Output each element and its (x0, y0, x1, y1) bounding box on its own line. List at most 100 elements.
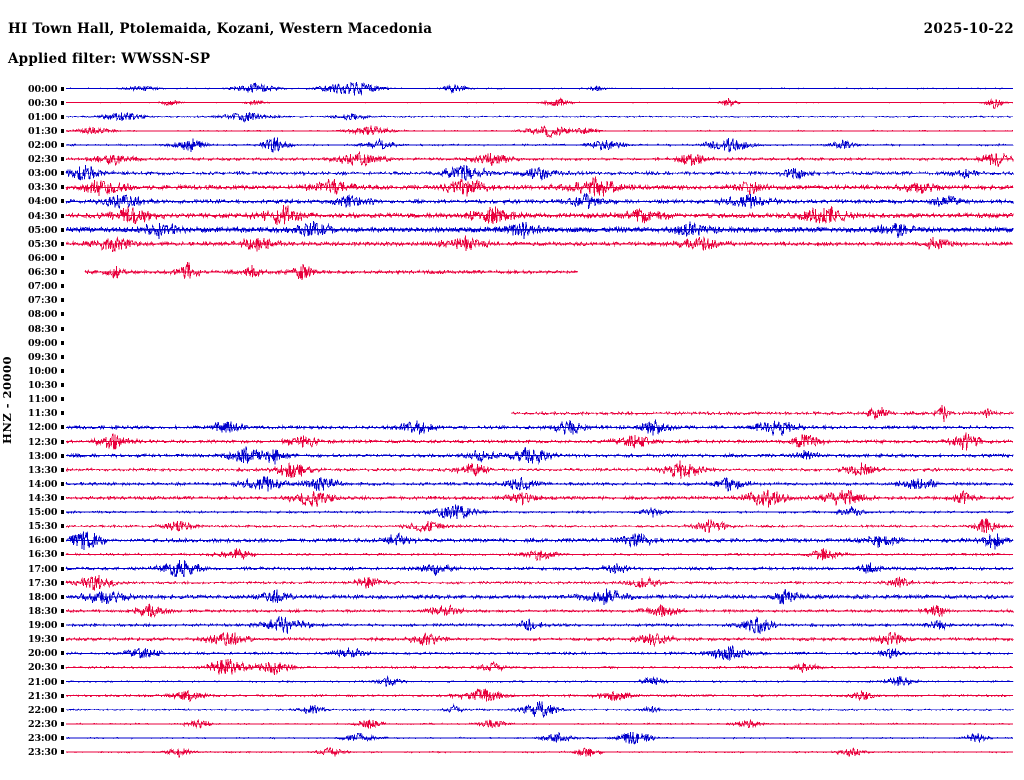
seismic-trace (65, 165, 1014, 181)
record-date: 2025-10-22 (923, 21, 1014, 37)
time-label-0700: 07:00 (28, 281, 58, 293)
axis-tick (61, 185, 64, 190)
axis-tick (61, 750, 64, 755)
axis-tick (61, 128, 64, 133)
axis-tick (61, 439, 64, 444)
time-label-2330: 23:30 (28, 747, 58, 759)
axis-tick (61, 171, 64, 176)
axis-tick (61, 157, 64, 162)
axis-tick (61, 411, 64, 416)
time-label-1100: 11:00 (28, 394, 58, 406)
axis-tick (61, 707, 64, 712)
time-label-0830: 08:30 (28, 323, 58, 335)
time-label-0330: 03:30 (28, 182, 58, 194)
axis-tick (61, 86, 64, 91)
time-label-0030: 00:30 (28, 97, 58, 109)
axis-tick (61, 524, 64, 529)
time-label-1000: 10:00 (28, 365, 58, 377)
seismic-trace (65, 151, 1014, 167)
seismic-trace (84, 261, 578, 281)
seismic-trace (65, 603, 1014, 618)
time-label-0300: 03:00 (28, 168, 58, 180)
axis-tick (61, 637, 64, 642)
seismic-trace (66, 688, 1014, 703)
time-label-0600: 06:00 (28, 252, 58, 264)
axis-tick (61, 495, 64, 500)
axis-tick (61, 142, 64, 147)
time-label-0430: 04:30 (28, 210, 58, 222)
axis-tick (61, 608, 64, 613)
time-label-2030: 20:30 (28, 662, 58, 674)
time-label-2000: 20:00 (28, 648, 58, 660)
trace-canvas (65, 81, 1014, 758)
axis-tick (61, 721, 64, 726)
axis-tick (61, 312, 64, 317)
axis-tick (61, 467, 64, 472)
seismic-trace (66, 96, 1014, 109)
axis-tick (61, 453, 64, 458)
axis-tick (61, 580, 64, 585)
time-label-1800: 18:00 (28, 591, 58, 603)
time-label-0630: 06:30 (28, 267, 58, 279)
axis-tick (61, 298, 64, 303)
time-label-0800: 08:00 (28, 309, 58, 321)
axis-tick (61, 326, 64, 331)
axis-tick (61, 651, 64, 656)
time-label-1430: 14:30 (28, 492, 58, 504)
seismic-trace (66, 418, 1014, 437)
time-label-1530: 15:30 (28, 521, 58, 533)
time-label-1300: 13:00 (28, 450, 58, 462)
axis-tick (61, 284, 64, 289)
time-label-1400: 14:00 (28, 478, 58, 490)
axis-tick (61, 270, 64, 275)
time-label-1130: 11:30 (28, 408, 58, 420)
time-label-0530: 05:30 (28, 238, 58, 250)
time-label-1230: 12:30 (28, 436, 58, 448)
seismic-trace (65, 658, 1013, 675)
axis-tick (61, 679, 64, 684)
axis-tick (61, 199, 64, 204)
axis-tick (61, 368, 64, 373)
axis-tick (61, 538, 64, 543)
time-label-1630: 16:30 (28, 549, 58, 561)
axis-tick (61, 510, 64, 515)
time-label-1600: 16:00 (28, 535, 58, 547)
axis-tick (61, 241, 64, 246)
axis-tick (61, 397, 64, 402)
time-label-1200: 12:00 (28, 422, 58, 434)
time-label-2200: 22:00 (28, 704, 58, 716)
axis-tick (61, 623, 64, 628)
time-label-0000: 00:00 (28, 83, 58, 95)
time-label-2130: 21:30 (28, 690, 58, 702)
axis-tick (61, 566, 64, 571)
time-label-1500: 15:00 (28, 507, 58, 519)
page-title: HI Town Hall, Ptolemaida, Kozani, Wester… (8, 21, 433, 37)
axis-tick (61, 255, 64, 260)
applied-filter-label: Applied filter: WWSSN-SP (8, 51, 211, 67)
axis-tick (61, 340, 64, 345)
axis-tick (61, 736, 64, 741)
time-label-2230: 22:30 (28, 718, 58, 730)
time-label-0730: 07:30 (28, 295, 58, 307)
time-label-1330: 13:30 (28, 464, 58, 476)
seismic-trace (65, 631, 1014, 648)
axis-tick (61, 481, 64, 486)
axis-tick (61, 552, 64, 557)
axis-tick (61, 100, 64, 105)
axis-tick (61, 693, 64, 698)
time-label-1830: 18:30 (28, 605, 58, 617)
time-label-2300: 23:00 (28, 733, 58, 745)
time-label-1700: 17:00 (28, 563, 58, 575)
seismic-trace (65, 489, 1014, 508)
time-label-0230: 02:30 (28, 154, 58, 166)
time-label-0900: 09:00 (28, 337, 58, 349)
axis-tick (61, 594, 64, 599)
time-label-0500: 05:00 (28, 224, 58, 236)
time-label-0930: 09:30 (28, 351, 58, 363)
axis-tick (61, 383, 64, 388)
time-label-0130: 01:30 (28, 125, 58, 137)
axis-tick (61, 665, 64, 670)
time-label-1030: 10:30 (28, 380, 58, 392)
time-label-2100: 21:00 (28, 676, 58, 688)
